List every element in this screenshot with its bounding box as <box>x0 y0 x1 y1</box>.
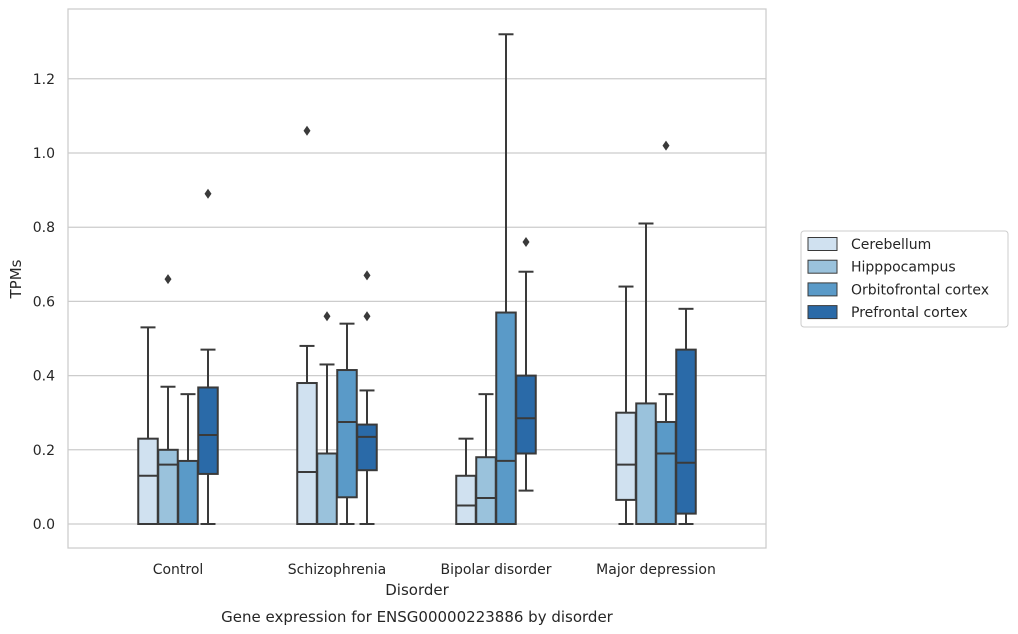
box-prefrontal-cortex <box>197 188 219 525</box>
legend-label: Hipppocampus <box>851 260 956 276</box>
y-tick-label: 0.2 <box>33 443 55 459</box>
box-orbitofrontal-cortex <box>655 140 677 526</box>
box-body <box>296 382 318 525</box>
legend-label: Prefrontal cortex <box>851 305 968 321</box>
box-body <box>655 420 677 526</box>
box-body <box>197 386 219 475</box>
outlier-point <box>363 311 371 322</box>
y-tick-label: 0.4 <box>33 369 55 385</box>
box-orbitofrontal-cortex <box>177 393 199 525</box>
x-tick-label: Bipolar disorder <box>440 562 551 578</box>
box-orbitofrontal-cortex <box>495 33 517 525</box>
plot-frame <box>67 8 767 549</box>
box-cerebellum <box>455 437 477 525</box>
box-hipppocampus <box>316 311 338 526</box>
x-tick-labels: Control Schizophrenia Bipolar disorder Majo… <box>153 562 716 578</box>
box-body <box>336 369 358 499</box>
outlier-point <box>303 125 311 136</box>
box-hipppocampus <box>635 222 657 525</box>
box-cerebellum <box>296 125 318 525</box>
outlier-point <box>323 311 331 322</box>
box-orbitofrontal-cortex <box>336 322 358 525</box>
box-series <box>137 33 697 526</box>
box-prefrontal-cortex <box>356 270 378 525</box>
box-prefrontal-cortex <box>675 307 697 525</box>
box-body <box>137 437 159 526</box>
box-body <box>615 411 637 501</box>
outlier-point <box>662 140 670 151</box>
y-axis-title: TPMs <box>7 259 25 299</box>
box-cerebellum <box>137 326 159 526</box>
legend-swatch <box>807 259 838 274</box>
legend-swatch <box>807 282 838 297</box>
outlier-point <box>363 270 371 281</box>
legend: Cerebellum Hipppocampus Orbitofrontal cort… <box>800 230 1009 328</box>
legend-frame <box>800 230 1009 328</box>
box-body <box>455 474 477 525</box>
box-body <box>495 311 517 525</box>
x-tick-label: Major depression <box>596 562 716 578</box>
box-body <box>515 374 537 455</box>
grid-lines <box>68 78 766 525</box>
x-tick-label: Control <box>153 562 204 578</box>
box-body <box>157 448 179 525</box>
box-body <box>177 459 199 525</box>
y-tick-label: 1.0 <box>33 146 55 162</box>
box-body <box>316 452 338 526</box>
box-hipppocampus <box>157 274 179 525</box>
legend-label: Cerebellum <box>851 237 931 253</box>
chart-caption: Gene expression for ENSG00000223886 by d… <box>221 608 614 626</box>
box-body <box>356 423 378 472</box>
legend-swatch <box>807 237 838 251</box>
x-axis-title: Disorder <box>385 581 449 599</box>
outlier-point <box>204 188 212 199</box>
y-tick-labels: 0.0 0.2 0.4 0.6 0.8 1.0 1.2 <box>33 72 55 533</box>
box-prefrontal-cortex <box>515 237 537 492</box>
outlier-point <box>522 237 530 248</box>
x-tick-label: Schizophrenia <box>288 562 386 578</box>
box-hipppocampus <box>475 393 497 525</box>
y-tick-label: 1.2 <box>33 72 55 88</box>
y-tick-label: 0.0 <box>33 517 55 533</box>
box-cerebellum <box>615 285 637 525</box>
y-tick-label: 0.6 <box>33 294 55 310</box>
legend-swatch <box>807 305 838 320</box>
y-tick-label: 0.8 <box>33 220 55 236</box>
legend-label: Orbitofrontal cortex <box>851 282 989 298</box>
box-body <box>675 348 697 515</box>
box-body <box>475 456 497 525</box>
outlier-point <box>164 274 172 285</box>
box-body <box>635 402 657 525</box>
